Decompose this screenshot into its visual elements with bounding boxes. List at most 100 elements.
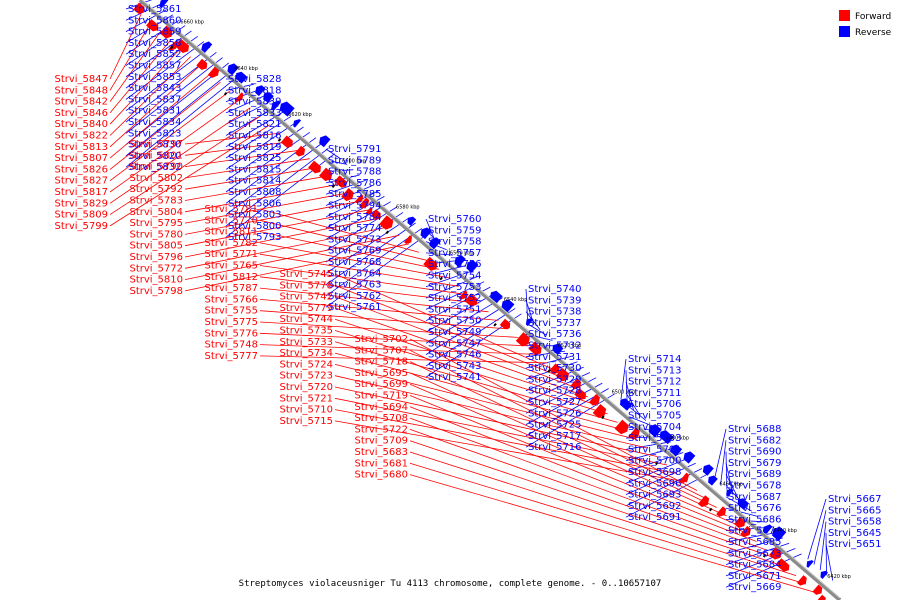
forward-leader-line-57: [409, 349, 707, 500]
reverse-gene-label-40: Strvi_5768: [328, 257, 382, 268]
genome-backbone-highlight: [141, 0, 841, 599]
forward-gene-label-1: Strvi_5848: [54, 85, 108, 96]
reverse-leader-line-13: [125, 67, 236, 157]
reverse-gene-arrow-32: [429, 237, 442, 250]
reverse-gene-label-15: Strvi_5828: [228, 74, 282, 85]
reverse-gene-label-32: Strvi_5788: [328, 167, 382, 178]
forward-leader-line-49: [334, 352, 628, 432]
reverse-gene-arrow-29: [407, 216, 417, 226]
kbp-tick-label-11: 6440 kbp: [773, 528, 797, 534]
reverse-gene-label-9: Strvi_5831: [128, 106, 182, 117]
forward-gene-label-38: Strvi_5775: [204, 317, 258, 328]
reverse-leader-line-43: [325, 228, 423, 297]
reverse-gene-label-104: Strvi_5669: [728, 582, 782, 593]
reverse-gene-label-7: Strvi_5843: [128, 83, 182, 94]
reverse-leader-line-8: [125, 41, 205, 100]
forward-gene-arrow-28: [379, 215, 394, 230]
forward-gene-label-4: Strvi_5840: [54, 119, 108, 130]
reverse-leader-line-88: [625, 468, 703, 507]
kbp-tick-label-10: 6460 kbp: [719, 482, 743, 488]
reverse-gene-label-87: Strvi_5693: [628, 490, 682, 501]
reverse-leader-line-2: [125, 9, 167, 32]
reverse-leader-line-50: [425, 265, 466, 276]
reverse-gene-label-66: Strvi_5731: [528, 352, 582, 363]
forward-leader-line-66: [409, 451, 797, 576]
kbp-tick-mark-8: [601, 415, 605, 419]
reverse-gene-label-91: Strvi_5682: [728, 435, 782, 446]
reverse-gene-label-29: Strvi_5793: [228, 232, 282, 243]
reverse-gene-label-84: Strvi_5700: [628, 456, 682, 467]
forward-gene-label-9: Strvi_5827: [54, 176, 108, 187]
reverse-gene-label-43: Strvi_5762: [328, 291, 382, 302]
forward-gene-arrow-8: [207, 65, 220, 79]
forward-gene-label-32: Strvi_5771: [204, 249, 258, 260]
reverse-gene-label-48: Strvi_5757: [428, 248, 482, 259]
forward-leader-line-19: [184, 175, 330, 201]
forward-leader-line-1: [109, 22, 152, 91]
forward-gene-label-46: Strvi_5744: [279, 314, 333, 325]
reverse-gene-arrow-44: [552, 343, 564, 355]
forward-gene-label-21: Strvi_5795: [129, 218, 183, 229]
reverse-gene-label-95: Strvi_5678: [728, 481, 782, 492]
forward-gene-label-40: Strvi_5748: [204, 340, 258, 351]
kbp-tick-label-12: 6420 kbp: [827, 574, 851, 580]
reverse-leader-line-55: [425, 292, 497, 333]
reverse-gene-label-50: Strvi_5754: [428, 271, 482, 282]
forward-gene-arrow-27: [370, 209, 381, 220]
reverse-leader-line-77: [625, 381, 634, 410]
forward-gene-arrow-33: [423, 256, 438, 271]
reverse-gene-arrow-59: [702, 464, 714, 476]
reverse-leader-line-60: [525, 288, 528, 320]
reverse-gene-label-55: Strvi_5749: [428, 327, 482, 338]
forward-gene-label-30: Strvi_5811: [204, 227, 258, 238]
kbp-tick-label-3: 6600 kbp: [342, 158, 366, 164]
reverse-leader-line-39: [325, 206, 398, 252]
reverse-gene-label-52: Strvi_5752: [428, 293, 482, 304]
genome-backbone: [138, 0, 842, 600]
forward-leader-line-46: [334, 318, 598, 406]
reverse-gene-arrow-13: [263, 92, 274, 103]
forward-gene-arrow-50: [592, 404, 607, 418]
forward-gene-label-65: Strvi_5709: [354, 436, 408, 447]
forward-gene-arrow-4: [167, 40, 178, 52]
reverse-gene-label-12: Strvi_5830: [128, 140, 182, 151]
reverse-leader-line-78: [625, 392, 641, 416]
reverse-gene-label-14: Strvi_5832: [128, 162, 182, 173]
forward-gene-label-12: Strvi_5809: [54, 210, 108, 221]
reverse-leader-line-48: [425, 252, 453, 256]
reverse-leader-line-25: [225, 131, 310, 193]
forward-gene-label-39: Strvi_5776: [204, 328, 258, 339]
reverse-leader-line-107: [819, 521, 827, 570]
reverse-gene-label-80: Strvi_5705: [628, 411, 682, 422]
forward-leader-line-6: [109, 64, 201, 148]
forward-gene-arrow-7: [196, 58, 208, 70]
reverse-leader-line-72: [525, 382, 603, 425]
forward-gene-label-36: Strvi_5766: [204, 294, 258, 305]
reverse-gene-label-47: Strvi_5758: [428, 237, 482, 248]
forward-leader-line-8: [109, 81, 221, 170]
kbp-tick-label-8: 6500 kbp: [612, 389, 636, 395]
reverse-leader-line-14: [125, 73, 242, 168]
forward-leader-line-35: [259, 287, 489, 313]
forward-leader-line-41: [259, 355, 549, 364]
reverse-leader-line-45: [425, 218, 435, 240]
forward-leader-line-9: [109, 90, 231, 182]
reverse-gene-arrow-64: [737, 498, 750, 510]
forward-leader-line-67: [409, 462, 807, 585]
reverse-gene-label-0: Strvi_5861: [128, 4, 182, 15]
reverse-leader-line-91: [720, 440, 727, 485]
forward-gene-label-63: Strvi_5708: [354, 413, 408, 424]
forward-gene-label-61: Strvi_5719: [354, 391, 408, 402]
forward-gene-label-60: Strvi_5699: [354, 379, 408, 390]
forward-leader-line-23: [184, 209, 370, 247]
forward-gene-arrow-18: [294, 145, 306, 157]
reverse-gene-label-56: Strvi_5747: [428, 338, 482, 349]
reverse-gene-label-76: Strvi_5713: [628, 365, 682, 376]
kbp-tick-mark-0: [169, 45, 174, 50]
reverse-leader-line-75: [620, 358, 627, 400]
reverse-leader-line-57: [425, 302, 510, 355]
forward-leader-line-2: [109, 30, 162, 102]
reverse-gene-arrow-9: [227, 63, 239, 76]
gene-arrows: [133, 0, 829, 600]
